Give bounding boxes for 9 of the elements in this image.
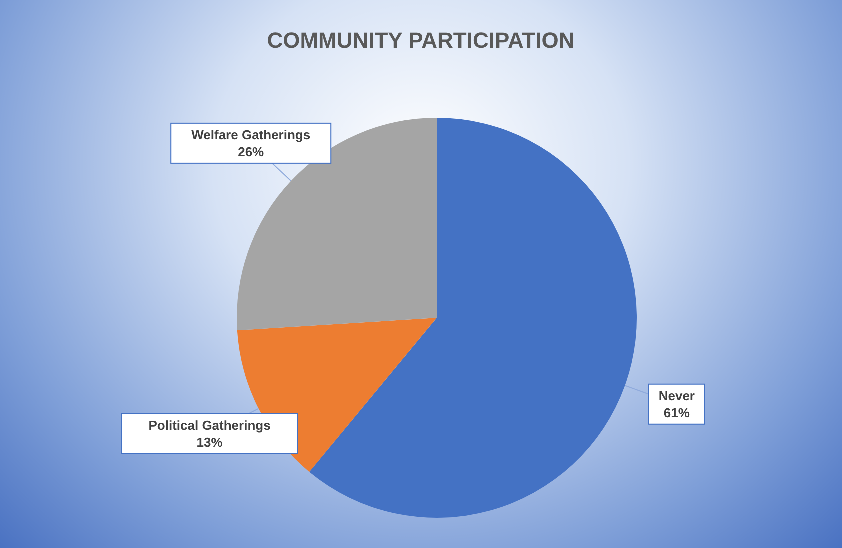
data-label: 26% bbox=[238, 144, 265, 160]
data-label: 61% bbox=[664, 405, 690, 420]
slice-label: Political Gatherings bbox=[148, 418, 271, 433]
pie-slice bbox=[310, 118, 637, 518]
slice-label: Welfare Gatherings bbox=[192, 127, 311, 142]
slice-label: Never bbox=[658, 388, 695, 404]
chart-title: COMMUNITY PARTICIPATION bbox=[266, 28, 576, 54]
data-label: 13% bbox=[196, 434, 224, 450]
pie-slice bbox=[237, 118, 437, 331]
